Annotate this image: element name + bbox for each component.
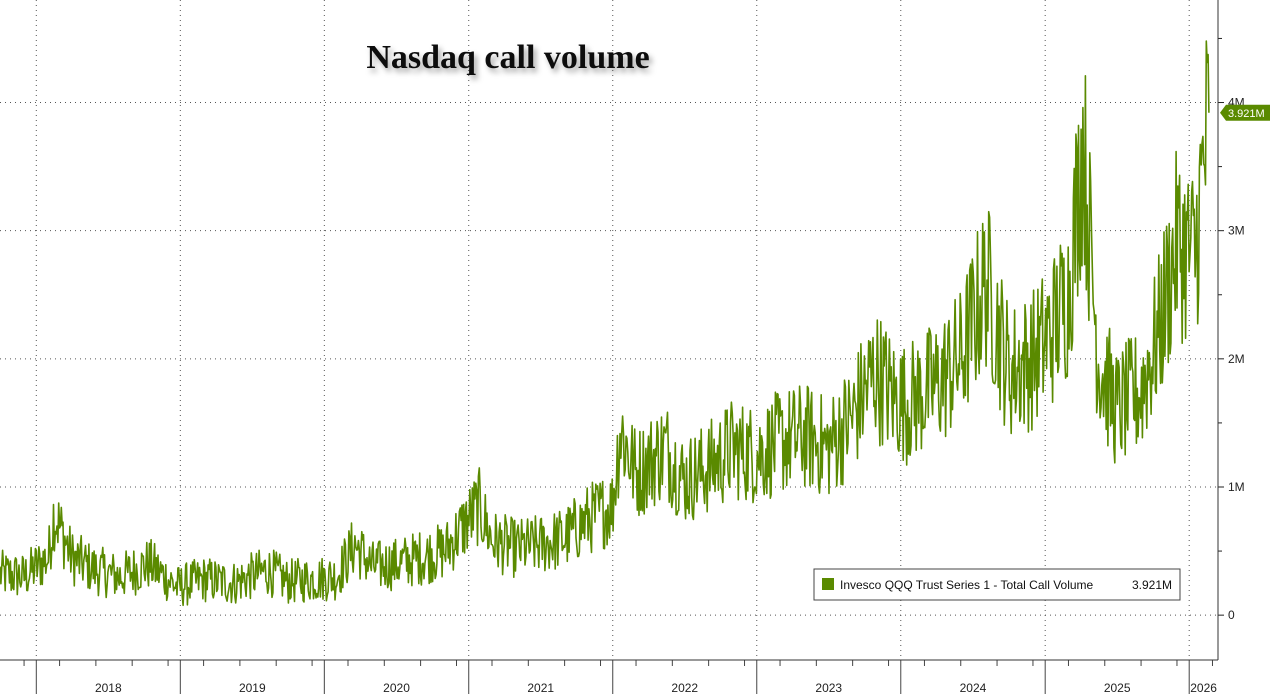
last-value-label: 3.921M — [1228, 108, 1265, 120]
legend-last-value: 3.921M — [1132, 578, 1172, 592]
y-tick-label: 0 — [1228, 608, 1235, 622]
legend-swatch — [822, 578, 834, 590]
legend: Invesco QQQ Trust Series 1 - Total Call … — [813, 568, 1181, 601]
grid — [0, 0, 1218, 660]
series-line — [0, 40, 1210, 607]
legend-series-name: Invesco QQQ Trust Series 1 - Total Call … — [840, 578, 1094, 592]
x-tick-label: 2022 — [671, 681, 698, 694]
x-tick-label: 2019 — [239, 681, 266, 694]
x-tick-label: 2021 — [527, 681, 554, 694]
legend-box — [813, 568, 1181, 601]
x-tick-label: 2024 — [960, 681, 987, 694]
chart-title: Nasdaq call volume — [366, 39, 649, 76]
x-tick-label: 2020 — [383, 681, 410, 694]
y-tick-label: 1M — [1228, 480, 1245, 494]
x-tick-label: 2018 — [95, 681, 122, 694]
last-value-tag — [1220, 104, 1270, 121]
x-tick-label: 2023 — [815, 681, 842, 694]
y-tick-label: 3M — [1228, 224, 1245, 238]
y-tick-label: 2M — [1228, 352, 1245, 366]
series-layer — [0, 40, 1210, 607]
x-tick-label: 2025 — [1104, 681, 1131, 694]
x-tick-label: 2026 — [1190, 681, 1217, 694]
